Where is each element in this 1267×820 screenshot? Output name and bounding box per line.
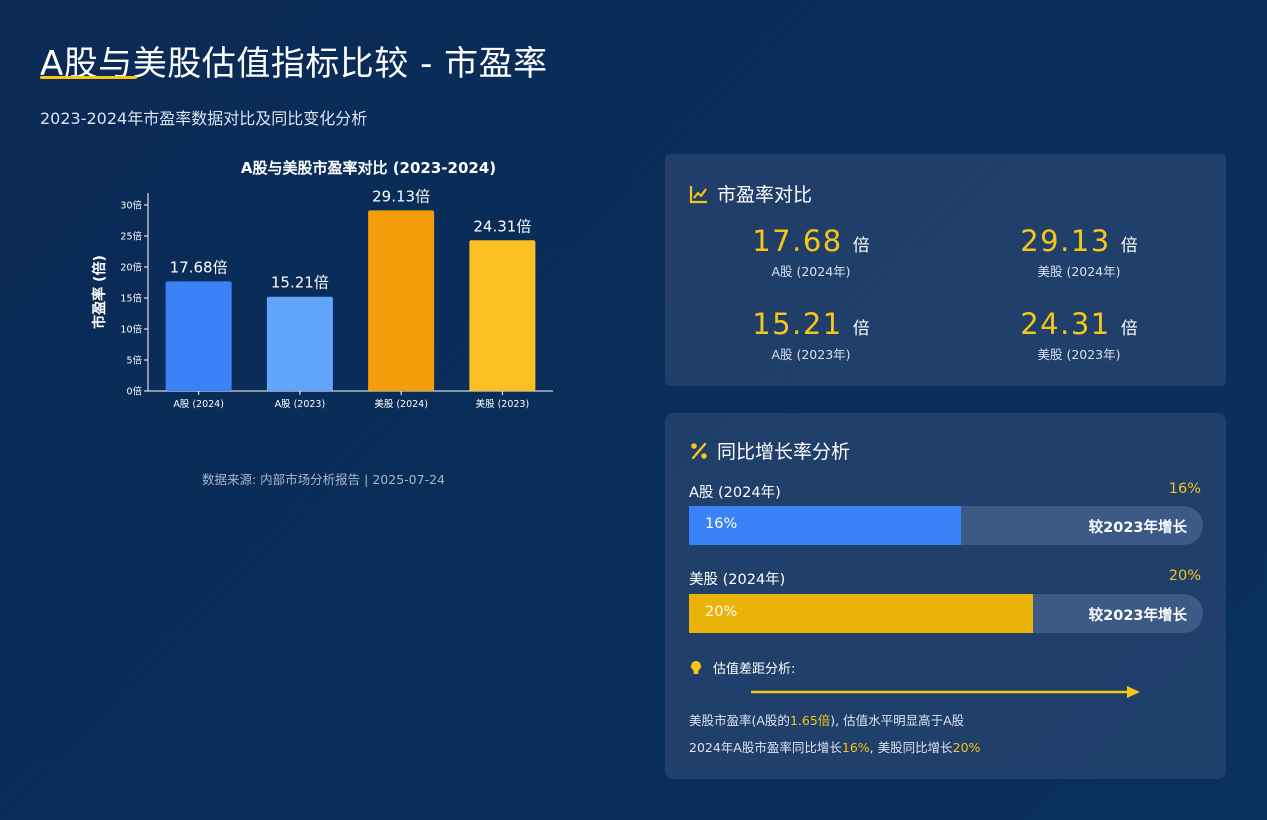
bar xyxy=(368,210,435,391)
pe-value: 29.13 xyxy=(1020,224,1111,258)
y-tick-label: 10倍 xyxy=(120,324,142,336)
growth-bar-note: 较2023年增长 xyxy=(1088,520,1187,536)
gap-note-1: 美股市盈率(A股的1.65倍), 估值水平明显高于A股 xyxy=(689,710,964,729)
pe-item-us-2024: 29.13 倍 美股 (2024年) xyxy=(949,224,1209,280)
pe-label: A股 (2024年) xyxy=(771,264,851,279)
pe-item-a-2024: 17.68 倍 A股 (2024年) xyxy=(681,224,941,280)
growth-row-pct-us: 20% xyxy=(1168,568,1201,584)
arrow-right-icon xyxy=(751,686,1140,698)
growth-row-pct-a: 16% xyxy=(1168,481,1201,497)
gap-note-2: 2024年A股市盈率同比增长16%, 美股同比增长20% xyxy=(689,737,980,756)
growth-card-title: 同比增长率分析 xyxy=(717,441,851,463)
pe-bar-chart: A股与美股市盈率对比 (2023-2024) 市盈率 (倍) 0倍 5倍 10倍 15倍 2… xyxy=(91,159,553,410)
note-text: 2024年A股市盈率同比增长 xyxy=(689,740,842,755)
gap-analysis-title: 估值差距分析: xyxy=(713,662,796,677)
lightbulb-icon xyxy=(689,660,703,676)
pe-card-title: 市盈率对比 xyxy=(717,184,813,206)
line-chart-icon xyxy=(689,184,709,204)
growth-bar-fill-text: 16% xyxy=(705,516,738,532)
growth-bar-a: 16% 较2023年增长 xyxy=(689,506,1203,545)
pe-card-header: 市盈率对比 xyxy=(689,180,812,207)
percent-icon xyxy=(689,441,709,461)
pe-value: 17.68 xyxy=(752,224,843,258)
bar xyxy=(266,296,333,391)
note-highlight: 16% xyxy=(841,740,870,755)
data-source: 数据来源: 内部市场分析报告 | 2025-07-24 xyxy=(202,472,445,487)
bar-data-label: 24.31倍 xyxy=(473,217,531,235)
growth-analysis-card: 同比增长率分析 A股 (2024年) 16% 16% 较2023年增长 美股 (… xyxy=(665,413,1226,779)
pe-label: 美股 (2024年) xyxy=(1037,264,1121,279)
pe-value: 24.31 xyxy=(1020,307,1111,341)
growth-row-label-us: 美股 (2024年) xyxy=(689,572,786,588)
y-tick-label: 0倍 xyxy=(126,386,142,398)
y-tick-label: 25倍 xyxy=(120,231,142,243)
bar xyxy=(165,281,232,391)
y-axis-label: 市盈率 (倍) xyxy=(91,255,108,329)
pe-unit: 倍 xyxy=(852,319,870,339)
bar-data-label: 29.13倍 xyxy=(372,187,430,205)
note-text: ), 估值水平明显高于A股 xyxy=(830,713,965,728)
x-tick-label: A股 (2023) xyxy=(275,399,326,410)
growth-card-header: 同比增长率分析 xyxy=(689,437,850,464)
pe-label: 美股 (2023年) xyxy=(1037,347,1121,362)
growth-bar-fill xyxy=(689,506,962,545)
note-text: , 美股同比增长 xyxy=(869,740,953,755)
growth-bar-us: 20% 较2023年增长 xyxy=(689,594,1203,633)
pe-item-a-2023: 15.21 倍 A股 (2023年) xyxy=(681,307,941,363)
growth-bar-note: 较2023年增长 xyxy=(1088,608,1187,624)
pe-comparison-card: 市盈率对比 17.68 倍 A股 (2024年) 29.13 倍 美股 (2024年… xyxy=(665,154,1226,386)
bar-data-label: 15.21倍 xyxy=(271,274,329,292)
x-tick-label: 美股 (2024) xyxy=(374,398,428,410)
y-tick-label: 20倍 xyxy=(120,262,142,274)
growth-bar-fill xyxy=(689,594,1034,633)
note-highlight: 20% xyxy=(952,740,981,755)
pe-unit: 倍 xyxy=(1120,236,1138,256)
bar xyxy=(469,240,536,391)
note-highlight: 1.65倍 xyxy=(789,713,831,728)
pe-unit: 倍 xyxy=(1120,319,1138,339)
pe-item-us-2023: 24.31 倍 美股 (2023年) xyxy=(949,307,1209,363)
page-subtitle: 2023-2024年市盈率数据对比及同比变化分析 xyxy=(40,109,368,128)
pe-unit: 倍 xyxy=(852,236,870,256)
pe-value: 15.21 xyxy=(752,307,843,341)
x-tick-label: 美股 (2023) xyxy=(476,398,530,410)
growth-bar-fill-text: 20% xyxy=(705,604,738,620)
growth-row-label-a: A股 (2024年) xyxy=(689,485,781,501)
x-tick-label: A股 (2024) xyxy=(173,399,224,410)
pe-label: A股 (2023年) xyxy=(771,347,851,362)
y-tick-label: 30倍 xyxy=(120,200,142,212)
gap-analysis-header: 估值差距分析: xyxy=(689,658,795,677)
y-tick-label: 15倍 xyxy=(120,293,142,305)
chart-title: A股与美股市盈率对比 (2023-2024) xyxy=(241,159,496,177)
title-underline xyxy=(40,76,137,79)
y-tick-label: 5倍 xyxy=(126,355,142,367)
note-text: 美股市盈率(A股的 xyxy=(689,713,790,728)
bar-data-label: 17.68倍 xyxy=(170,258,228,276)
